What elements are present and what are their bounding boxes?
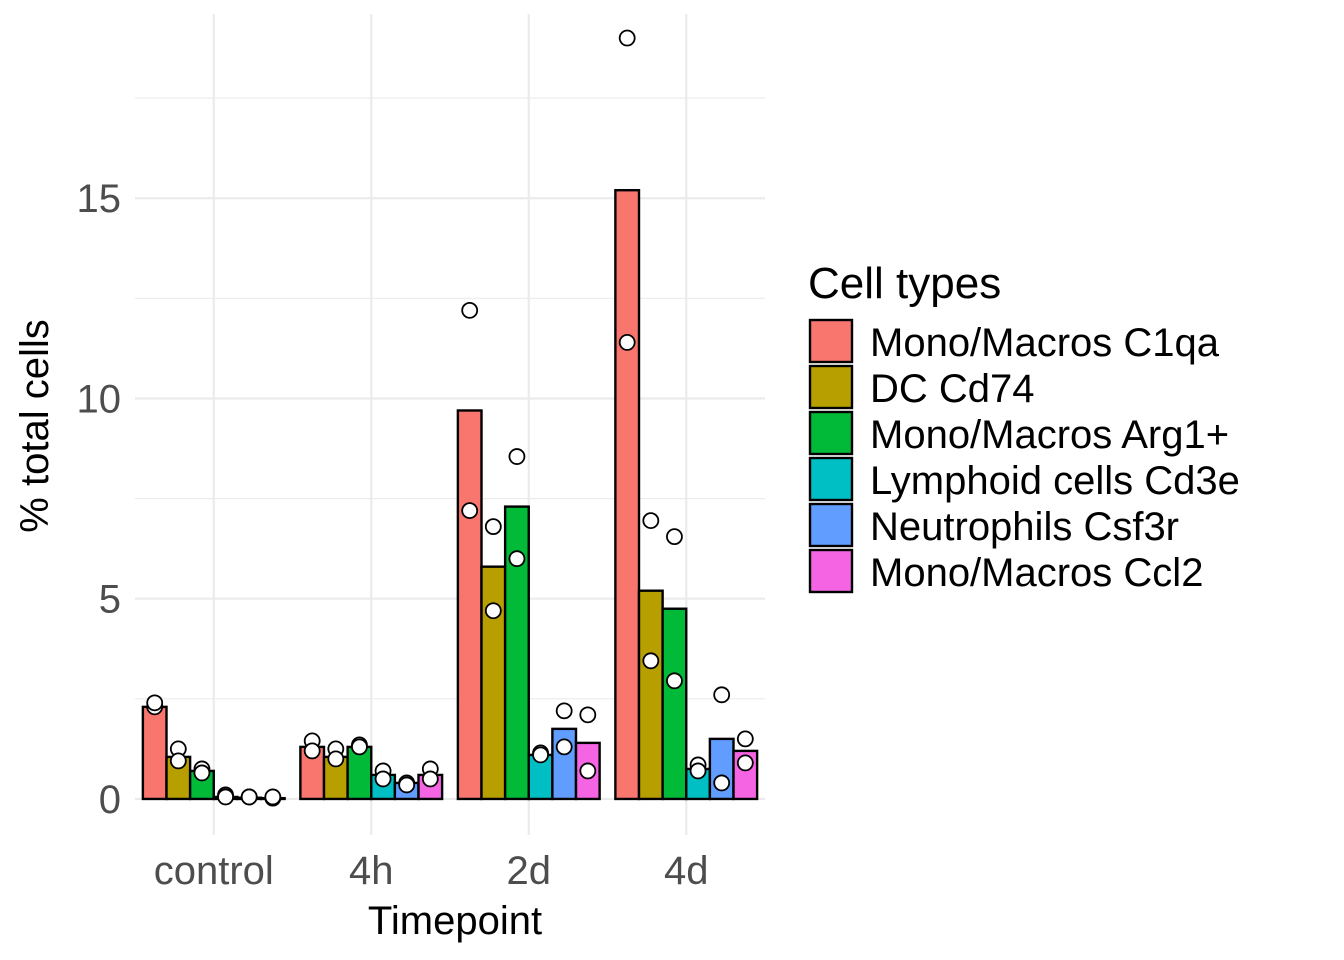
data-point xyxy=(618,333,636,351)
legend-label: Mono/Macros Ccl2 xyxy=(870,551,1203,595)
bars xyxy=(141,189,759,801)
bar xyxy=(661,607,688,801)
data-point xyxy=(579,762,597,780)
legend-label: Mono/Macros Arg1+ xyxy=(870,413,1229,457)
data-point xyxy=(217,788,234,806)
y-axis-title: % total cells xyxy=(13,319,57,532)
data-point xyxy=(374,770,392,788)
legend-title: Cell types xyxy=(808,259,1001,308)
legend-swatch xyxy=(808,456,854,502)
data-point xyxy=(618,29,636,47)
data-point xyxy=(169,752,187,770)
legend-swatch xyxy=(808,318,854,364)
data-point xyxy=(398,776,416,794)
data-point xyxy=(461,502,479,520)
data-point xyxy=(303,742,321,760)
data-point xyxy=(642,512,660,530)
legend-label: DC Cd74 xyxy=(870,367,1035,411)
data-point xyxy=(461,301,479,319)
data-point xyxy=(689,762,707,780)
data-point xyxy=(555,702,573,720)
legend-swatch xyxy=(808,502,854,548)
data-point xyxy=(666,528,683,546)
points xyxy=(146,29,754,807)
data-point xyxy=(713,774,731,792)
bar xyxy=(456,409,483,801)
y-tick-label: 15 xyxy=(77,177,122,221)
data-point xyxy=(484,602,502,620)
x-tick-label: 4h xyxy=(349,849,394,893)
bar xyxy=(141,705,168,801)
legend-swatch xyxy=(808,410,854,456)
data-point xyxy=(351,738,368,756)
data-point xyxy=(193,764,211,782)
legend-label: Neutrophils Csf3r xyxy=(870,505,1179,549)
data-point xyxy=(421,770,439,788)
data-point xyxy=(508,448,526,465)
data-point xyxy=(240,788,258,806)
x-tick-label: 2d xyxy=(507,849,552,893)
x-tick-label: 4d xyxy=(664,849,709,893)
data-point xyxy=(532,746,549,764)
legend-swatch xyxy=(808,364,854,410)
bar xyxy=(480,565,507,801)
data-point xyxy=(666,672,683,690)
data-point xyxy=(484,518,502,536)
data-point xyxy=(264,788,282,806)
legend-label: Lymphoid cells Cd3e xyxy=(870,459,1240,503)
data-point xyxy=(713,686,731,704)
gridlines xyxy=(135,14,765,835)
bar xyxy=(637,589,664,801)
bar xyxy=(503,505,530,801)
y-tick-label: 5 xyxy=(99,578,121,622)
data-point xyxy=(146,694,164,712)
x-tick-label: control xyxy=(154,849,274,893)
data-point xyxy=(327,750,345,768)
data-point xyxy=(555,738,573,756)
bar xyxy=(614,189,641,801)
y-tick-label: 10 xyxy=(77,377,122,421)
y-axis-ticks: 0 5 10 15 xyxy=(77,177,122,822)
data-point xyxy=(508,550,526,568)
x-axis-title: Timepoint xyxy=(368,899,542,943)
y-tick-label: 0 xyxy=(99,778,121,822)
legend-swatch xyxy=(808,548,854,594)
legend-label: Mono/Macros C1qa xyxy=(870,321,1220,365)
data-point xyxy=(642,652,660,670)
data-point xyxy=(736,730,754,748)
data-point xyxy=(579,706,597,724)
x-axis-ticks: control 4h 2d 4d xyxy=(154,849,709,893)
data-point xyxy=(736,754,754,772)
